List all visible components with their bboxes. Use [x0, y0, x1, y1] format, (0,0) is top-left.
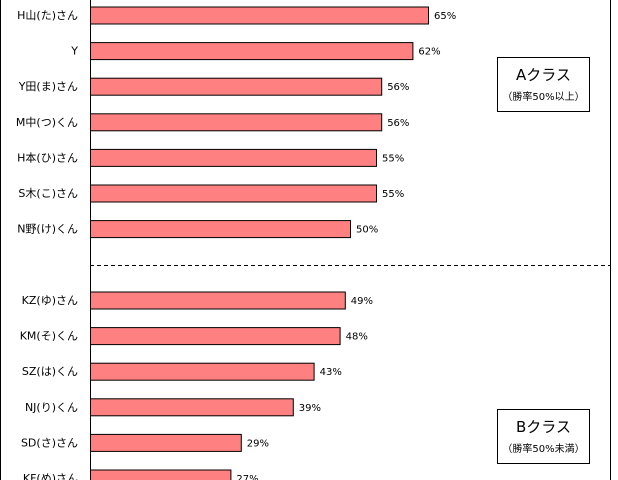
- bar-a-4: [90, 148, 377, 167]
- category-label: N野(け)くん: [17, 223, 78, 236]
- category-label: KZ(ゆ)さん: [22, 294, 78, 307]
- bar-a-3: [90, 113, 383, 132]
- category-label: SD(さ)さん: [21, 436, 78, 449]
- category-label: KF(め)さん: [23, 472, 78, 480]
- bars-group: [90, 6, 429, 480]
- category-label: H本(ひ)さん: [17, 150, 78, 164]
- bar-b-2: [90, 362, 315, 381]
- value-label: 55%: [382, 189, 404, 200]
- class-b-box-frame: [497, 409, 590, 464]
- value-label: 65%: [434, 11, 456, 22]
- class-b-title: Bクラス: [516, 418, 571, 436]
- category-label: H山(た)さん: [17, 9, 78, 22]
- bar-b-3: [90, 398, 294, 417]
- value-label: 48%: [346, 332, 368, 343]
- value-label: 62%: [418, 47, 440, 58]
- bar-b-0: [90, 291, 346, 310]
- bar-b-5: [90, 469, 232, 480]
- value-label: 29%: [247, 438, 269, 449]
- category-label: S木(こ)さん: [18, 187, 78, 200]
- value-label: 56%: [387, 82, 409, 93]
- category-label: KM(そ)くん: [20, 330, 78, 343]
- category-label: M中(つ)くん: [16, 116, 78, 129]
- value-label: 43%: [320, 367, 342, 378]
- value-label: 50%: [356, 225, 378, 236]
- class-b-box: Bクラス （勝率50%未満）: [497, 409, 590, 464]
- class-a-subtitle: （勝率50%以上）: [502, 90, 584, 103]
- value-label: 39%: [299, 403, 321, 414]
- category-label: Y: [70, 45, 78, 58]
- category-label: Y田(ま)さん: [18, 80, 78, 93]
- value-label: 56%: [387, 118, 409, 129]
- bar-a-6: [90, 220, 351, 239]
- value-label: 49%: [351, 296, 373, 307]
- category-labels-group: H山(た)さん Y Y田(ま)さん M中(つ)くん H本(ひ)さん S木(こ)さん N野(け…: [16, 9, 78, 480]
- bar-a-0: [90, 6, 429, 25]
- class-a-box-frame: [497, 57, 590, 112]
- bar-b-1: [90, 327, 341, 346]
- value-label: 55%: [382, 153, 404, 164]
- bar-a-5: [90, 184, 377, 203]
- bar-a-1: [90, 42, 414, 61]
- bar-a-2: [90, 77, 383, 96]
- value-labels-group: 65% 62% 56% 56% 55% 55% 50% 49% 48% 43% 39% 29% 27%: [236, 11, 456, 480]
- class-a-title: Aクラス: [516, 66, 571, 84]
- bar-b-4: [90, 433, 242, 452]
- class-b-subtitle: （勝率50%未満）: [502, 442, 584, 455]
- class-a-box: Aクラス （勝率50%以上）: [497, 57, 590, 112]
- value-label: 27%: [236, 474, 258, 480]
- category-label: NJ(り)くん: [25, 401, 78, 414]
- category-label: SZ(は)くん: [22, 365, 78, 378]
